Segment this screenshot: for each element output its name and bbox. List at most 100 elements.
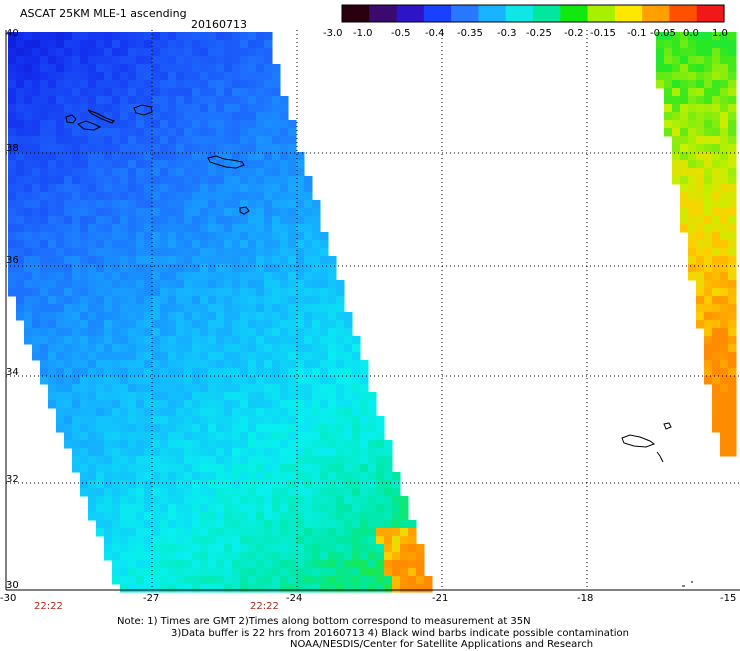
swath-cell [176,120,185,129]
swath-cell [728,432,737,441]
swath-cell [320,408,329,417]
swath-cell [280,552,289,561]
swath-cell [288,504,297,513]
swath-cell [296,528,305,537]
swath-cell [344,480,353,489]
swath-cell [160,408,169,417]
swath-cell [720,248,729,257]
swath-cell [264,392,273,401]
swath-cell [272,336,281,345]
swath-cell [152,256,161,265]
swath-cell [288,208,297,217]
swath-cell [336,552,345,561]
swath-cell [120,96,129,105]
swath-cell [80,72,89,81]
swath-cell [224,136,233,145]
swath-cell [112,480,121,489]
swath-cell [64,88,73,97]
swath-cell [336,336,345,345]
swath-cell [128,496,137,505]
swath-cell [272,288,281,297]
colorbar-label: -0.15 [590,28,616,39]
swath-cell [312,496,321,505]
swath-cell [296,560,305,569]
swath-cell [96,360,105,369]
swath-cell [160,464,169,473]
swath-cell [408,536,417,545]
swath-cell [184,376,193,385]
swath-cell [336,400,345,409]
swath-cell [112,64,121,73]
swath-cell [96,368,105,377]
swath-cell [112,264,121,273]
swath-cell [8,256,17,265]
swath-cell [720,216,729,225]
swath-cell [96,88,105,97]
swath-cell [296,352,305,361]
swath-cell [288,496,297,505]
swath-cell [304,336,313,345]
swath-cell [48,208,57,217]
swath-cell [136,128,145,137]
swath-cell [192,536,201,545]
colorbar-segment [369,5,398,22]
swath-cell [16,208,25,217]
swath-cell [304,384,313,393]
swath-cell [680,152,689,161]
swath-cell [112,368,121,377]
swath-cell [104,536,113,545]
swath-cell [248,544,257,553]
swath-cell [240,456,249,465]
swath-cell [136,576,145,585]
swath-cell [24,152,33,161]
swath-cell [152,424,161,433]
swath-cell [264,328,273,337]
swath-cell [80,40,89,49]
azores-sao-jorge-island [87,109,115,124]
swath-cell [64,208,73,217]
swath-cell [16,280,25,289]
swath-cell [368,464,377,473]
swath-cell [328,360,337,369]
swath-cell [56,176,65,185]
swath-cell [240,192,249,201]
swath-cell [720,200,729,209]
swath-cell [304,480,313,489]
swath-cell [264,232,273,241]
swath-cell [104,232,113,241]
swath-cell [72,176,81,185]
swath-cell [296,376,305,385]
swath-cell [336,280,345,289]
swath-cell [136,32,145,41]
swath-cell [176,152,185,161]
swath-cell [112,352,121,361]
swath-cell [680,144,689,153]
swath-cell [320,320,329,329]
swath-cell [208,560,217,569]
swath-cell [144,280,153,289]
swath-cell [272,504,281,513]
swath-cell [160,280,169,289]
swath-cell [104,456,113,465]
swath-cell [200,256,209,265]
swath-cell [168,208,177,217]
longitude-label: -27 [143,593,160,604]
swath-cell [48,160,57,169]
swath-cell [328,384,337,393]
swath-cell [32,136,41,145]
swath-cell [184,360,193,369]
swath-cell [136,264,145,273]
swath-cell [256,384,265,393]
swath-cell [152,552,161,561]
colorbar-label: -0.05 [650,28,676,39]
swath-cell [176,328,185,337]
swath-cell [240,296,249,305]
swath-cell [104,128,113,137]
swath-cell [272,464,281,473]
swath-cell [184,440,193,449]
swath-cell [136,88,145,97]
swath-cell [128,384,137,393]
swath-cell [192,88,201,97]
swath-cell [80,264,89,273]
swath-cell [232,352,241,361]
